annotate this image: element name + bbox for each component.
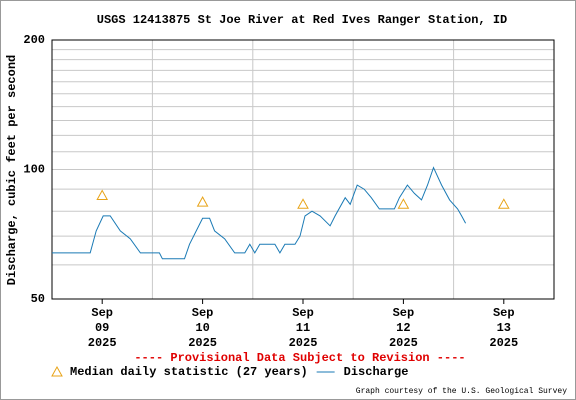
x-tick-label-box: Sep 12 2025 bbox=[388, 306, 418, 350]
x-tick-label-box: Sep 09 2025 bbox=[87, 306, 117, 350]
y-tick-label: 200 bbox=[23, 33, 45, 47]
legend-label: Median daily statistic (27 years) bbox=[70, 365, 308, 379]
plot-frame bbox=[51, 39, 555, 300]
y-tick-label: 50 bbox=[31, 292, 45, 306]
chart-title: USGS 12413875 St Joe River at Red Ives R… bbox=[97, 13, 507, 27]
legend-label: Discharge bbox=[344, 365, 409, 379]
x-tick-label: Sep 10 2025 bbox=[188, 306, 217, 350]
x-tick-label-box: Sep 13 2025 bbox=[489, 306, 519, 350]
x-tick-label: Sep 13 2025 bbox=[489, 306, 519, 350]
legend-marker bbox=[51, 365, 63, 377]
median-marker bbox=[96, 189, 109, 201]
median-marker bbox=[497, 198, 510, 209]
x-tick-label-box: Sep 10 2025 bbox=[188, 306, 217, 350]
y-tick-label: 100 bbox=[23, 163, 45, 177]
discharge-line bbox=[52, 166, 467, 260]
y-axis-label: Discharge, cubic feet per second bbox=[5, 55, 19, 285]
x-tick-label: Sep 12 2025 bbox=[388, 306, 418, 350]
x-tick-label: Sep 09 2025 bbox=[87, 306, 117, 350]
median-marker bbox=[196, 196, 209, 207]
x-tick-label-box: Sep 11 2025 bbox=[288, 306, 318, 350]
median-marker bbox=[397, 198, 410, 209]
credit: Graph courtesy of the U.S. Geological Su… bbox=[356, 387, 567, 396]
median-marker bbox=[297, 198, 309, 209]
x-tick-label: Sep 11 2025 bbox=[288, 306, 318, 350]
provisional-note: ---- Provisional Data Subject to Revisio… bbox=[134, 351, 465, 365]
